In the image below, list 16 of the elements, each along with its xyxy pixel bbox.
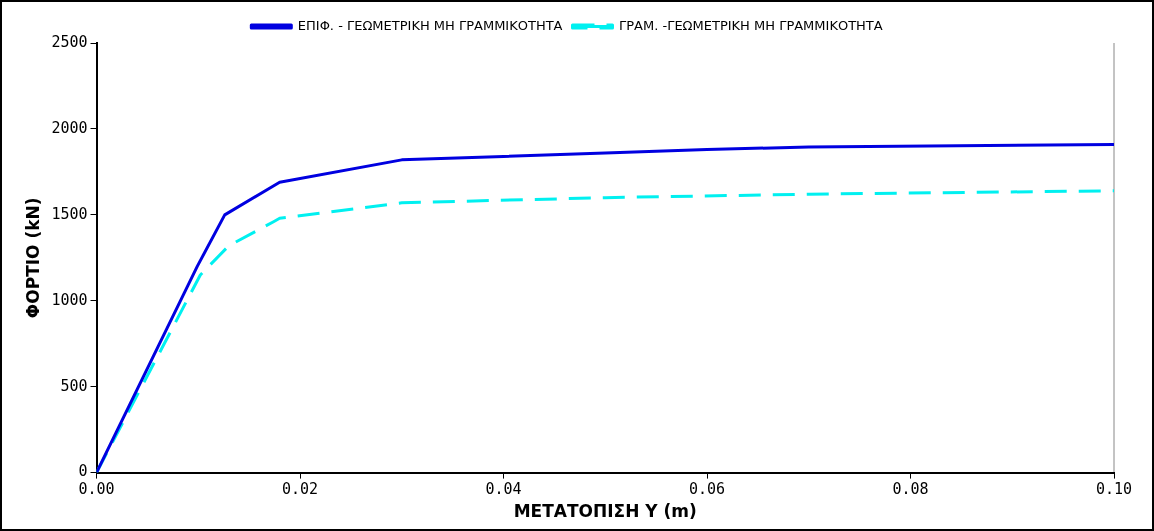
x-tick-label: 0.02 xyxy=(281,480,319,499)
x-tick-label: 0.06 xyxy=(688,480,726,499)
x-tick-label: 0.04 xyxy=(485,480,522,499)
y-axis-title: ΦΟΡΤΙΟ (kN) xyxy=(22,197,43,319)
x-tick-label: 0.08 xyxy=(892,480,929,499)
x-tick-label: 0.10 xyxy=(1095,480,1133,499)
y-tick-label: 2500 xyxy=(51,32,88,51)
legend-label: ΕΠΙΦ. - ΓΕΩΜΕΤΡΙΚΗ ΜΗ ΓΡΑΜΜΙΚΟΤΗΤΑ xyxy=(297,17,563,33)
y-tick-label: 0 xyxy=(78,462,88,481)
y-tick-label: 2000 xyxy=(51,118,88,137)
y-tick-label: 1500 xyxy=(51,204,88,223)
legend-label: ΓΡΑΜ. -ΓΕΩΜΕΤΡΙΚΗ ΜΗ ΓΡΑΜΜΙΚΟΤΗΤΑ xyxy=(619,17,883,33)
y-tick-label: 1000 xyxy=(51,290,88,309)
x-axis-title: ΜΕΤΑΤΟΠΙΣΗ Υ (m) xyxy=(513,501,697,522)
y-tick-label: 500 xyxy=(60,376,88,395)
x-tick-label: 0.00 xyxy=(78,480,115,499)
